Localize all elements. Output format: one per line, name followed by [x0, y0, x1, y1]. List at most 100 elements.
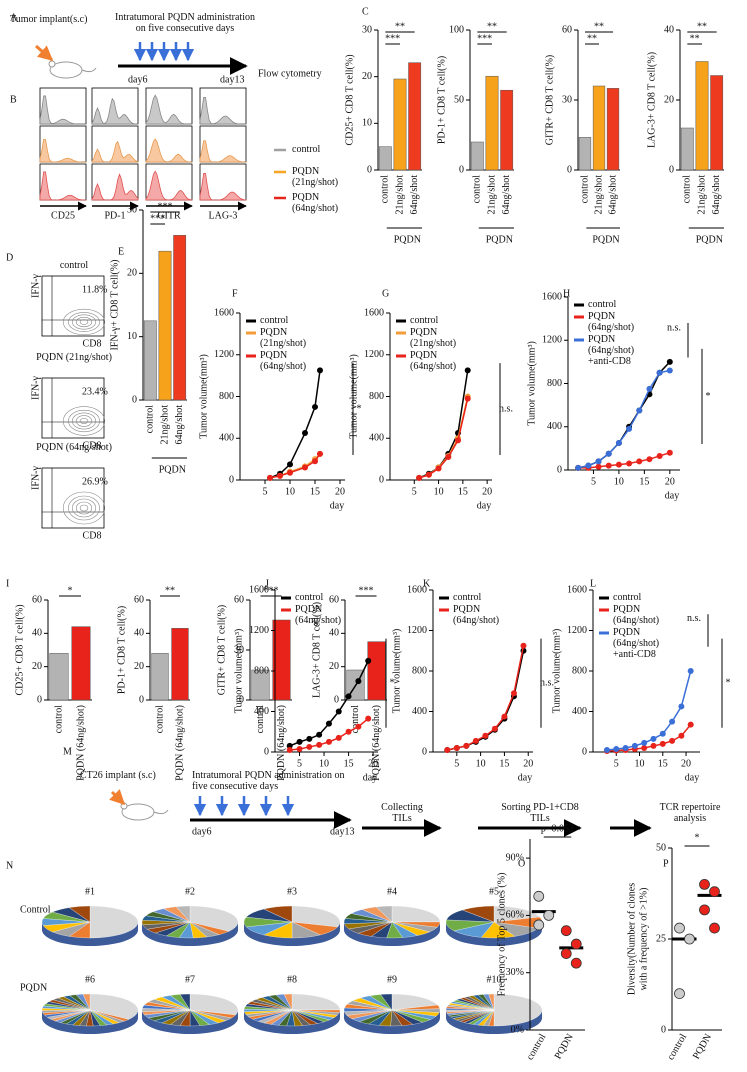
histogram-shape	[145, 170, 193, 201]
y-tick-label: 400	[369, 433, 384, 444]
data-point	[325, 720, 332, 727]
y-tick-label: 60	[234, 594, 244, 605]
label: day13	[330, 826, 354, 837]
data-point	[669, 737, 676, 744]
y-tick-label: 0	[422, 746, 427, 757]
panel-label: G	[382, 288, 389, 299]
data-point	[312, 458, 318, 465]
data-point	[709, 922, 720, 934]
bar	[272, 619, 291, 701]
x-tick-label: 5	[412, 486, 417, 497]
significance-label: ***	[359, 585, 374, 596]
x-tick-label: 5	[614, 758, 619, 769]
x-tick-label: 15	[458, 486, 468, 497]
significance-label: n.s.	[687, 613, 701, 624]
x-tick-label: PQDN	[691, 1032, 714, 1061]
data-point	[605, 462, 612, 469]
data-point	[543, 910, 555, 921]
x-tick-label: 20	[482, 486, 492, 497]
y-tick-label: 400	[572, 706, 587, 717]
marker-label: PD-1	[104, 210, 125, 221]
data-point	[666, 449, 673, 456]
pie-slice	[291, 993, 341, 1011]
significance-label: **	[697, 21, 707, 32]
step-label: Sorting PD-1+CD8 TILs	[501, 802, 579, 824]
x-tick-label: 20	[368, 758, 378, 769]
sample-label: #8	[287, 974, 297, 985]
y-tick-label: 60	[134, 594, 144, 605]
y-tick-label: 1200	[407, 625, 427, 636]
contour	[79, 417, 89, 424]
y-tick-label: 800	[412, 665, 427, 676]
y-tick-label: 20	[329, 661, 339, 672]
significance-label: n.s.	[540, 677, 554, 688]
x-tick-label: PQDN	[553, 1032, 576, 1061]
panel-label: M	[63, 746, 72, 757]
data-point	[570, 957, 582, 969]
significance-label: **	[594, 21, 604, 32]
bar	[378, 146, 392, 171]
legend-label: control	[260, 315, 289, 326]
y-tick-label: 20	[362, 71, 372, 82]
data-point	[286, 746, 293, 753]
panel-label: C	[362, 6, 369, 17]
x-axis-label: day	[518, 772, 532, 783]
contour	[79, 319, 89, 325]
panel-label: E	[118, 246, 124, 257]
plot-title: control	[59, 260, 89, 271]
data-point	[560, 948, 572, 959]
pie-slice	[488, 993, 495, 1011]
x-tick-label: control	[682, 175, 693, 204]
x-tick-label: control	[665, 1032, 689, 1062]
bar	[171, 628, 189, 701]
y-tick-label: 400	[412, 706, 427, 717]
data-point	[669, 718, 676, 725]
y-axis-label: PD-1+ CD8 T cell(%)	[436, 56, 447, 144]
contour	[62, 491, 106, 525]
data-point	[453, 744, 460, 751]
contour	[75, 316, 93, 328]
x-tick-label: PQDN (64ng/shot)	[174, 705, 185, 781]
y-tick-label: 0%	[511, 1024, 524, 1035]
y-tick-label: 0	[379, 474, 384, 485]
y-tick-label: 10	[362, 118, 372, 129]
x-tick-label: 10	[319, 758, 329, 769]
legend-label: control	[295, 592, 324, 603]
x-tick-label: 5	[454, 758, 459, 769]
y-axis-label: GITR+ CD8 T cell(%)	[544, 55, 555, 146]
bar	[592, 85, 606, 171]
sample-label: #2	[185, 886, 195, 897]
y-tick-label: 50	[656, 842, 666, 853]
legend-label: PQDN (64ng/shot) +anti-CD8	[588, 334, 635, 367]
contour	[79, 504, 89, 512]
y-axis-label: LAG-3+ CD8 T cell(%)	[646, 52, 657, 148]
data-point	[605, 450, 612, 457]
contour	[75, 415, 93, 427]
data-point	[533, 890, 545, 902]
bar	[500, 89, 514, 171]
histogram-shape	[91, 97, 139, 125]
x-tick-label: 64ng/shot	[501, 175, 512, 215]
x-tick-label: 15	[658, 758, 668, 769]
y-tick-label: 800	[572, 665, 587, 676]
contour	[72, 498, 97, 518]
data-point	[615, 461, 622, 468]
x-tick-label: 5	[297, 758, 302, 769]
data-point	[355, 723, 362, 730]
significance-label: ***	[264, 585, 279, 596]
pie-slice	[175, 905, 191, 923]
x-tick-label: 21ng/shot	[696, 175, 707, 215]
data-point	[416, 474, 423, 481]
x-tick-label: 10	[434, 486, 444, 497]
data-point	[533, 919, 545, 931]
data-point	[684, 933, 695, 945]
y-axis-label: Tumor volume(mm³)	[526, 341, 537, 426]
y-tick-label: 50	[454, 94, 464, 105]
axis-label: CD8	[83, 440, 102, 451]
x-tick-label: 21ng/shot	[593, 175, 604, 215]
legend-label: control	[410, 315, 439, 326]
data-point	[287, 469, 293, 476]
sample-label: #9	[387, 974, 397, 985]
x-tick-label: control	[154, 705, 165, 734]
